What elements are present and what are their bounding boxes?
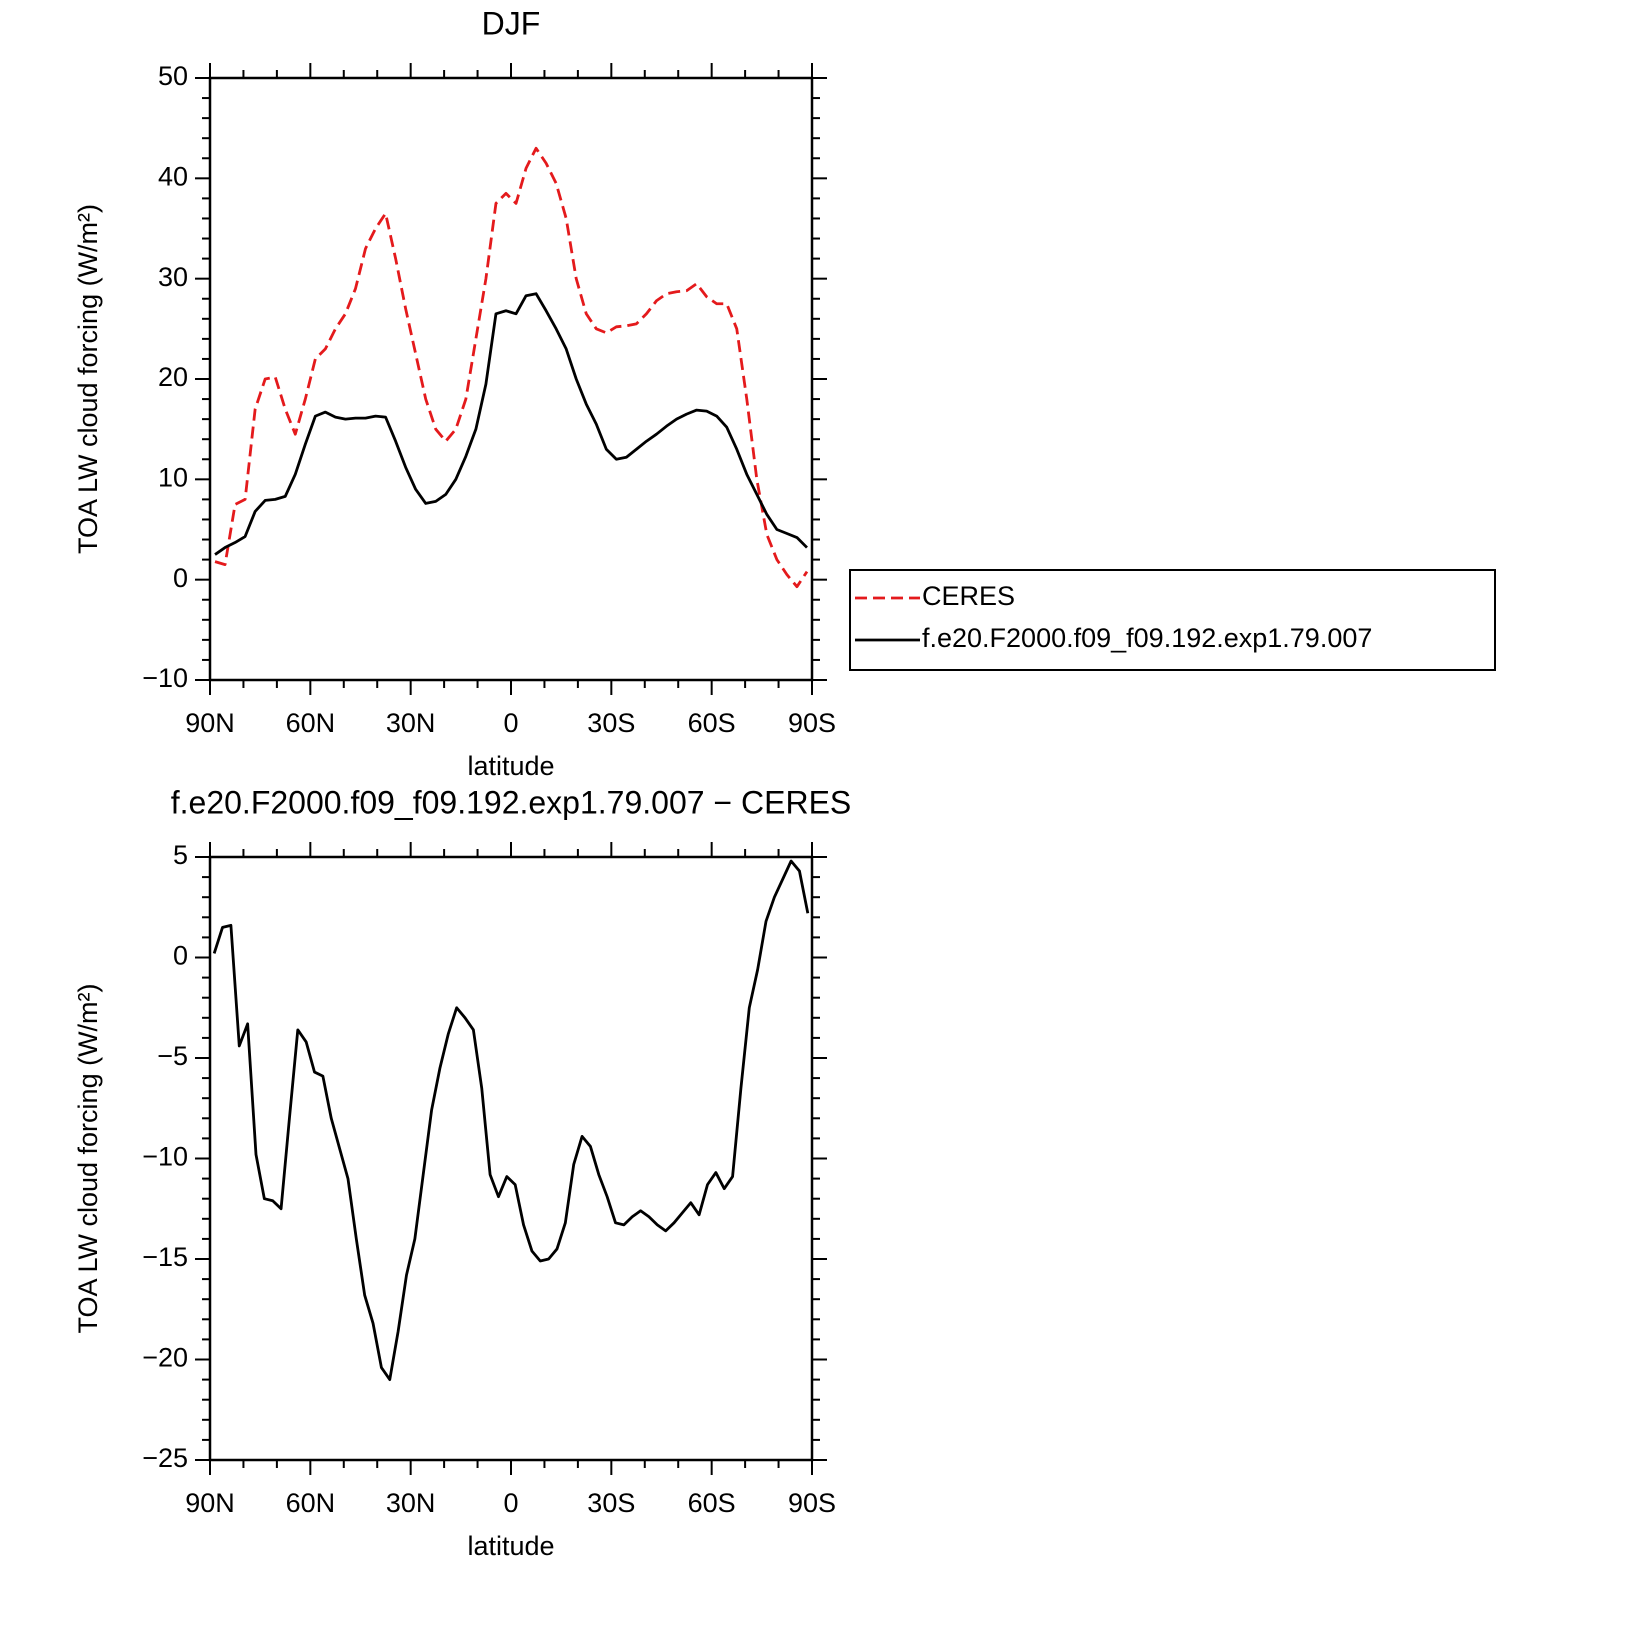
x-tick-label: 90S (788, 708, 836, 738)
y-tick-label: 30 (158, 262, 188, 292)
x-tick-label: 60N (286, 708, 336, 738)
y-tick-label: 5 (173, 840, 188, 870)
x-tick-label: 0 (503, 708, 518, 738)
panel: f.e20.F2000.f09_f09.192.exp1.79.007 − CE… (73, 784, 851, 1561)
y-tick-label: 10 (158, 462, 188, 492)
plot-frame (208, 76, 814, 682)
x-tick-label: 0 (503, 1488, 518, 1518)
y-axis-label: TOA LW cloud forcing (W/m²) (73, 983, 103, 1333)
x-axis-label: latitude (467, 751, 554, 781)
x-tick-label: 30N (386, 708, 436, 738)
x-tick-label: 60S (688, 708, 736, 738)
x-tick-label: 30S (587, 1488, 635, 1518)
x-tick-label: 60N (286, 1488, 336, 1518)
y-tick-label: 0 (173, 941, 188, 971)
y-tick-label: −10 (142, 1142, 188, 1172)
chart-title: f.e20.F2000.f09_f09.192.exp1.79.007 − CE… (171, 784, 852, 820)
data-line (214, 292, 808, 556)
plot-frame (208, 855, 814, 1462)
y-tick-label: −5 (157, 1041, 188, 1071)
legend-label: CERES (922, 581, 1015, 611)
x-tick-label: 30N (386, 1488, 436, 1518)
x-tick-label: 90N (185, 708, 235, 738)
y-tick-label: −25 (142, 1443, 188, 1473)
panel: DJF −10 0 10 20 30 40 50 90N 60N 30N 0 30S 60S 90S lati… (73, 5, 1496, 781)
data-line (214, 146, 809, 589)
y-tick-label: −20 (142, 1343, 188, 1373)
x-tick-label: 90S (788, 1488, 836, 1518)
y-tick-label: 20 (158, 362, 188, 392)
x-axis-label: latitude (467, 1531, 554, 1561)
y-tick-label: −10 (142, 663, 188, 693)
y-axis-label: TOA LW cloud forcing (W/m²) (73, 204, 103, 554)
data-line (212, 859, 810, 1381)
x-tick-label: 90N (185, 1488, 235, 1518)
y-tick-label: −15 (142, 1242, 188, 1272)
legend-label: f.e20.F2000.f09_f09.192.exp1.79.007 (922, 623, 1372, 653)
y-tick-label: 40 (158, 161, 188, 191)
legend-box (849, 569, 1496, 671)
chart-title: DJF (482, 5, 541, 41)
x-tick-label: 30S (587, 708, 635, 738)
y-tick-label: 0 (173, 563, 188, 593)
x-tick-label: 60S (688, 1488, 736, 1518)
y-tick-label: 50 (158, 61, 188, 91)
